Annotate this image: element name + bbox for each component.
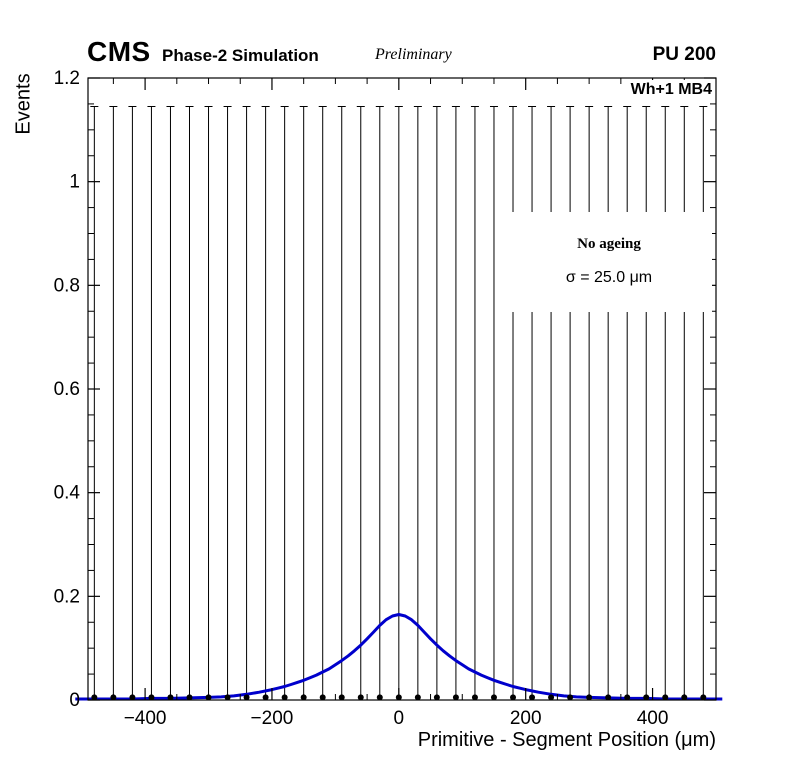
x-tick-label: −400 (124, 708, 167, 729)
data-marker (471, 694, 478, 701)
data-marker (643, 694, 650, 701)
data-marker (605, 694, 612, 701)
data-marker (338, 694, 345, 701)
data-marker (357, 694, 364, 701)
legend-sigma-label: σ = 25.0 μm (565, 269, 653, 286)
y-tick-label: 0.6 (54, 379, 80, 400)
pileup-label: PU 200 (652, 44, 716, 65)
data-marker (376, 694, 383, 701)
data-marker (91, 694, 98, 701)
y-tick-label: 0.4 (54, 483, 81, 504)
y-tick-label: 0 (69, 690, 80, 711)
data-marker (262, 694, 269, 701)
y-axis-title: Events (12, 73, 35, 135)
experiment-label: CMS (87, 36, 151, 67)
y-tick-label: 1.2 (54, 68, 80, 89)
simulation-subtitle: Phase-2 Simulation (162, 46, 319, 65)
x-tick-label: 0 (394, 708, 405, 729)
preliminary-label: Preliminary (375, 46, 452, 63)
data-marker (281, 694, 288, 701)
data-marker (433, 694, 440, 701)
legend-ageing-label: No ageing (577, 236, 641, 252)
legend-box: No ageing σ = 25.0 μm (506, 212, 712, 312)
data-marker (224, 694, 231, 701)
data-marker (167, 694, 174, 701)
data-marker (243, 694, 250, 701)
y-tick-label: 0.8 (54, 275, 80, 296)
x-tick-label: 200 (510, 708, 542, 729)
data-marker (319, 694, 326, 701)
y-tick-label: 0.2 (54, 586, 80, 607)
data-marker (624, 694, 631, 701)
fit-curve (75, 613, 723, 701)
x-tick-label: 400 (637, 708, 669, 729)
data-marker (700, 694, 707, 701)
data-marker (548, 694, 555, 701)
y-tick-label: 1 (69, 172, 80, 193)
data-marker (129, 694, 136, 701)
x-tick-label: −200 (251, 708, 294, 729)
plot-frame (87, 77, 717, 701)
wheel-station-label: Wh+1 MB4 (628, 80, 714, 100)
data-marker (567, 694, 574, 701)
data-marker (662, 694, 669, 701)
data-marker (148, 694, 155, 701)
data-marker (510, 694, 517, 701)
data-marker (414, 694, 421, 701)
data-marker (452, 694, 459, 701)
x-axis-title: Primitive - Segment Position (μm) (417, 729, 716, 751)
data-marker (529, 694, 536, 701)
data-marker (186, 694, 193, 701)
